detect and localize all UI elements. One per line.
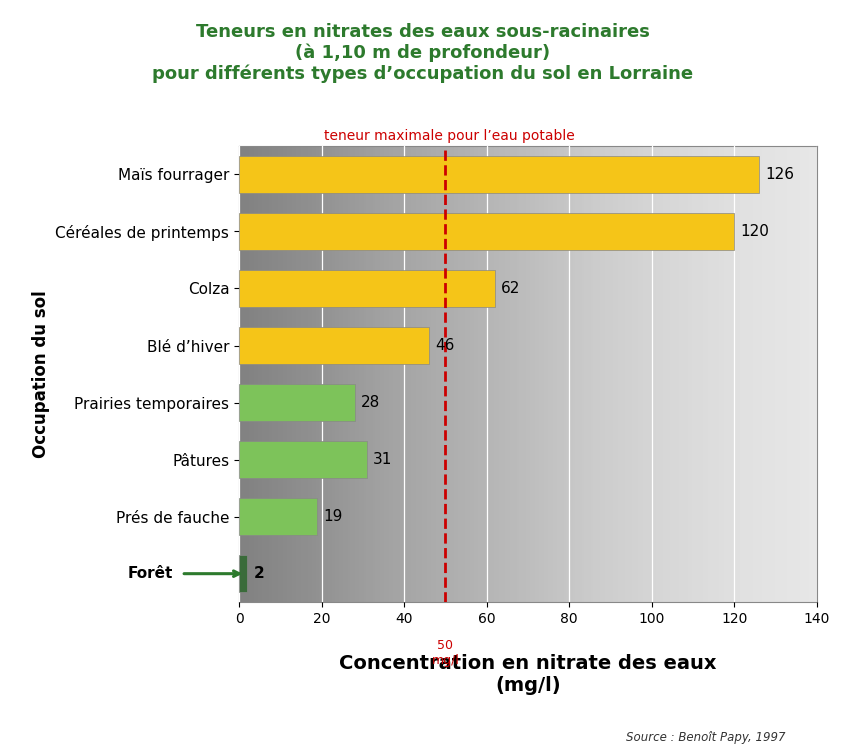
Text: 19: 19: [323, 509, 343, 524]
Bar: [239, 270, 495, 307]
Text: Source : Benoît Papy, 1997: Source : Benoît Papy, 1997: [625, 731, 785, 744]
Text: 120: 120: [739, 224, 768, 239]
Bar: [239, 156, 758, 193]
Text: teneur maximale pour l’eau potable: teneur maximale pour l’eau potable: [324, 129, 574, 143]
Text: Teneurs en nitrates des eaux sous-racinaires
(à 1,10 m de profondeur)
pour diffé: Teneurs en nitrates des eaux sous-racina…: [152, 23, 692, 84]
Text: 50
mg/l: 50 mg/l: [431, 639, 459, 667]
Text: Forêt: Forêt: [127, 566, 173, 581]
Bar: [239, 555, 247, 592]
Text: 46: 46: [435, 338, 454, 353]
Text: 31: 31: [373, 452, 392, 467]
Text: 28: 28: [360, 395, 380, 410]
Bar: [239, 213, 733, 250]
Bar: [239, 327, 429, 364]
X-axis label: Concentration en nitrate des eaux
(mg/l): Concentration en nitrate des eaux (mg/l): [338, 654, 716, 695]
Text: 62: 62: [500, 281, 520, 296]
Bar: [239, 384, 354, 421]
Y-axis label: Occupation du sol: Occupation du sol: [32, 290, 50, 458]
Text: 2: 2: [253, 566, 264, 581]
Bar: [239, 441, 366, 478]
Text: 126: 126: [765, 167, 793, 182]
Bar: [239, 498, 317, 535]
